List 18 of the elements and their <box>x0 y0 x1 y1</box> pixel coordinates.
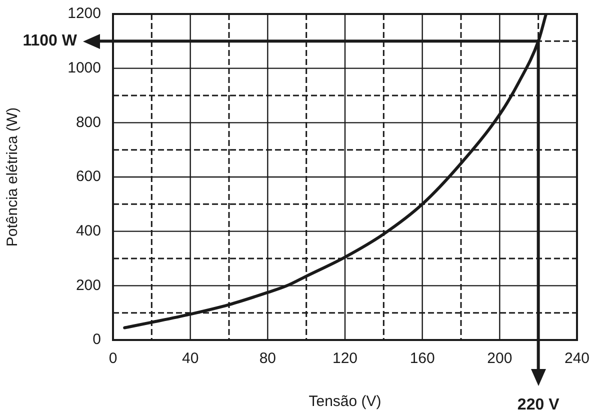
y-tick-label: 200 <box>76 276 101 294</box>
y-tick-label: 0 <box>92 331 101 348</box>
ref-line-label: 1100 W <box>22 32 78 50</box>
x-tick-label: 120 <box>332 350 358 368</box>
x-tick-label: 160 <box>410 350 435 368</box>
y-tick-label: 400 <box>76 222 101 240</box>
y-axis-title: Potência elétrica (W) <box>4 107 22 247</box>
y-tick-label: 1200 <box>68 5 101 22</box>
x-tick-label: 240 <box>564 350 590 368</box>
y-tick-label: 1000 <box>68 59 101 76</box>
x-tick-label: 80 <box>259 350 276 368</box>
x-tick-label: 200 <box>487 350 512 368</box>
x-tick-label: 40 <box>182 350 199 368</box>
ref-line-label: 220 V <box>517 396 560 414</box>
y-tick-label: 600 <box>76 168 101 186</box>
y-tick-label: 800 <box>76 114 101 131</box>
x-tick-label: 0 <box>108 350 118 368</box>
x-axis-title: Tensão (V) <box>308 393 382 410</box>
